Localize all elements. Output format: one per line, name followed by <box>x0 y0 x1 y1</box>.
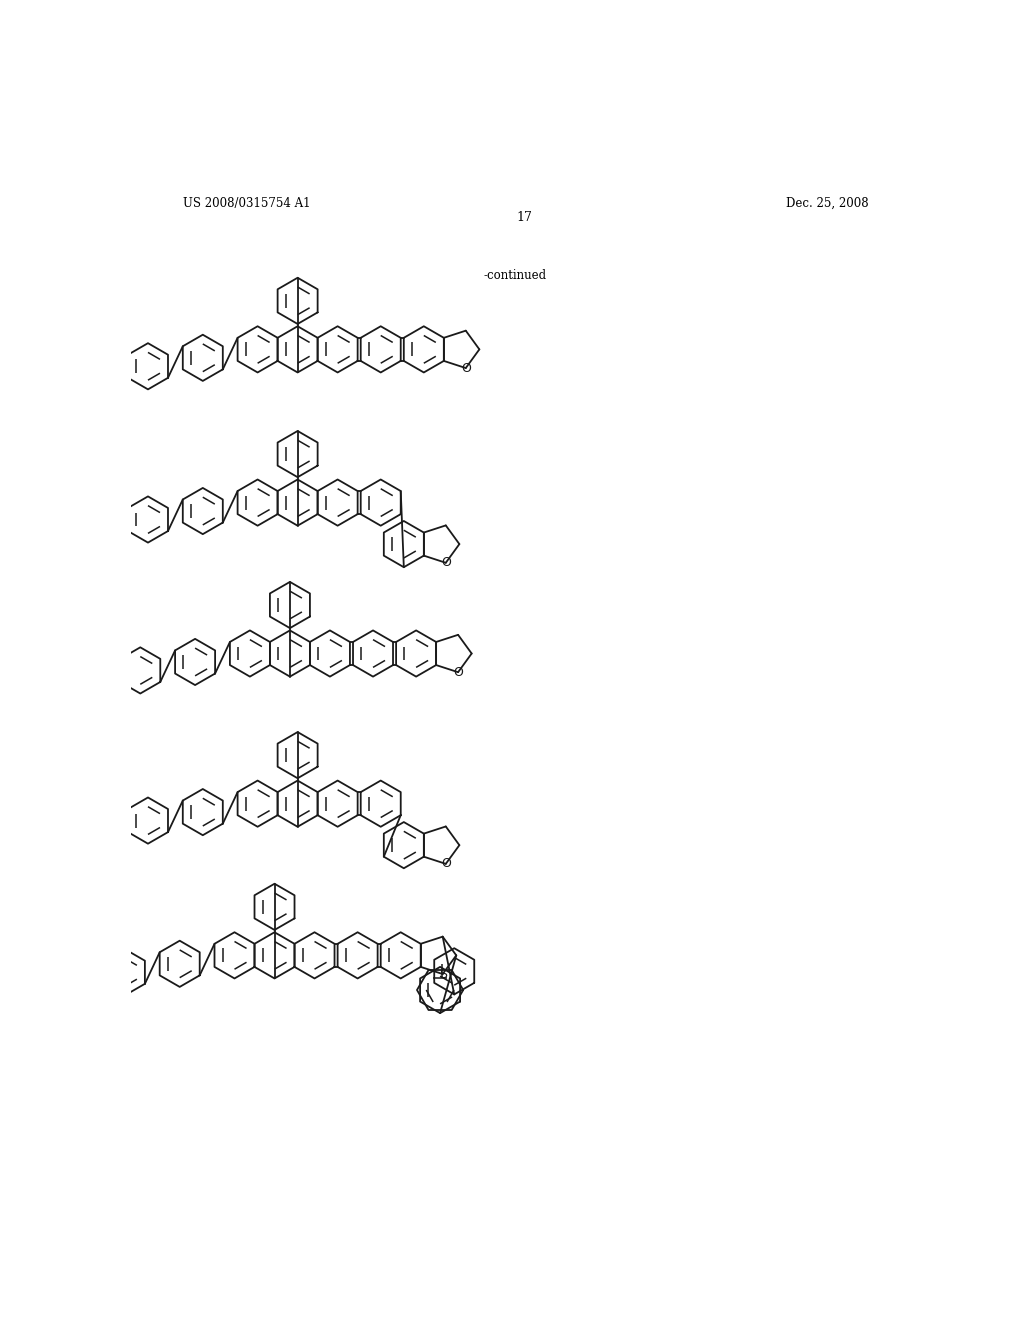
Text: S: S <box>438 968 446 981</box>
Text: 17: 17 <box>517 211 532 224</box>
Text: O: O <box>441 858 451 870</box>
Text: O: O <box>454 665 463 678</box>
Text: O: O <box>441 556 451 569</box>
Text: US 2008/0315754 A1: US 2008/0315754 A1 <box>183 197 310 210</box>
Text: -continued: -continued <box>484 268 547 281</box>
Text: O: O <box>461 362 471 375</box>
Text: Dec. 25, 2008: Dec. 25, 2008 <box>785 197 868 210</box>
